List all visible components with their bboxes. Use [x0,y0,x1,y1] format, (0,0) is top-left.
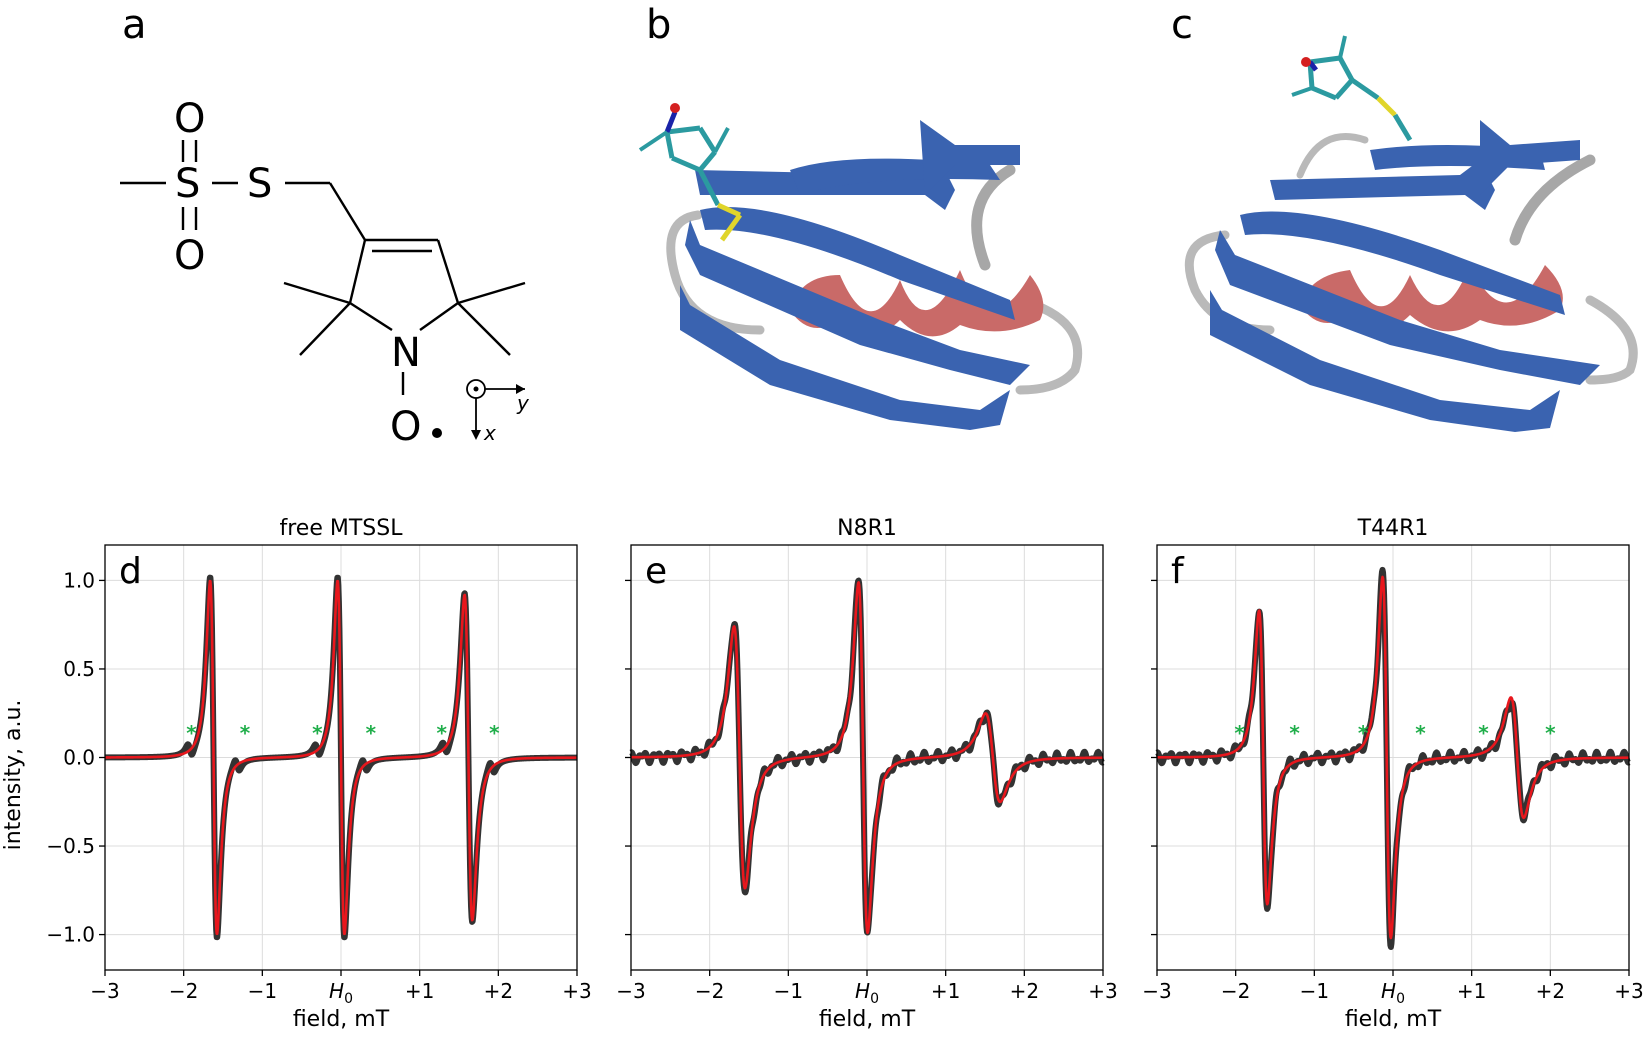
fit-curve [630,581,1104,935]
satellite-marker: * [1545,721,1556,745]
fit-curve [1156,575,1630,940]
plot-title: N8R1 [837,516,897,541]
x-tick-label: +1 [931,979,960,1003]
chem-o-radical: O [390,404,421,450]
h0-subscript: 0 [1396,991,1405,1007]
chem-s2: S [247,161,272,207]
x-tick-label-h0: H0 [855,979,879,1007]
fit-curve [104,579,578,936]
spin-label-c [1291,35,1413,142]
h0-subscript: 0 [870,991,879,1007]
satellite-marker: * [489,721,500,745]
x-tick-label: −1 [774,979,803,1003]
x-tick-label: +3 [1614,979,1643,1003]
y-tick-label: −1.0 [46,923,95,947]
chem-o-top: O [174,96,205,142]
panel-letter-a: a [122,2,147,48]
x-tick-label: −1 [248,979,277,1003]
satellite-marker: * [1358,721,1369,745]
x-tick-label: +3 [1088,979,1117,1003]
axis-x-label: x [483,421,496,445]
x-tick-label: +1 [1457,979,1486,1003]
protein-cartoon-c [1184,35,1638,432]
x-tick-label: −2 [1221,979,1250,1003]
plot-title: free MTSSL [280,516,404,541]
spin-label-b [638,103,743,242]
panel-letter: d [119,551,142,592]
satellite-marker: * [1478,721,1489,745]
x-axis-label: field, mT [293,1007,390,1032]
h0-subscript: 0 [344,991,353,1007]
panel-letter: f [1171,551,1185,592]
panel-a-structure: a O S S O N O [120,2,530,450]
y-tick-label: 1.0 [63,568,95,592]
satellite-marker: * [1415,721,1426,745]
x-tick-label: −3 [616,979,645,1003]
chem-o-bottom: O [174,233,205,279]
y-tick-label: 0.0 [63,746,95,770]
x-tick-label: +2 [1536,979,1565,1003]
x-tick-label: −2 [169,979,198,1003]
x-tick-label: −2 [695,979,724,1003]
panel-letter: e [645,551,667,592]
panel-b-protein: b [638,2,1083,430]
satellite-marker: * [366,721,377,745]
y-axis-label: intensity, a.u. [1,700,26,851]
mtssl-bonds [120,140,526,395]
x-tick-label: +2 [1010,979,1039,1003]
x-axis-label: field, mT [1345,1007,1442,1032]
satellite-marker: * [240,721,251,745]
x-tick-label: +1 [405,979,434,1003]
chem-s1: S [175,161,200,207]
x-axis-label: field, mT [819,1007,916,1032]
x-tick-label-h0: H0 [1381,979,1405,1007]
x-tick-label: +3 [562,979,591,1003]
plot-title: T44R1 [1357,516,1429,541]
panel-letter-c: c [1171,2,1193,48]
y-tick-label: 0.5 [63,657,95,681]
satellite-marker: * [436,721,447,745]
plot-n8r1: −3 −2 −1 H0 +1 +2 +3 N8R1 e field, mT [616,516,1117,1032]
axis-frame-icon: y x [466,379,530,445]
plot-free-mtssl: * * * * * * −3 −2 −1 H0 +1 +2 +3 −1.0 −0.5 0.0 0.5 1.0 fre… [46,516,591,1032]
satellite-marker: * [186,721,197,745]
x-tick-label-h0: H0 [329,979,353,1007]
x-tick-label: −3 [1142,979,1171,1003]
y-tick-label: −0.5 [46,834,95,858]
panel-letter-b: b [646,2,671,48]
radical-dot [432,428,442,438]
axis-y-label: y [516,391,530,415]
satellite-marker: * [1289,721,1300,745]
x-tick-label: −3 [90,979,119,1003]
panel-c-protein: c [1171,2,1638,432]
satellite-marker: * [312,721,323,745]
chem-n: N [391,330,421,376]
protein-cartoon-b [638,103,1083,430]
x-tick-label: +2 [484,979,513,1003]
plot-t44r1: * * * * * * −3 −2 −1 H0 +1 +2 +3 T44R1 f field, mT [1142,516,1643,1032]
x-tick-label: −1 [1300,979,1329,1003]
satellite-marker: * [1234,721,1245,745]
